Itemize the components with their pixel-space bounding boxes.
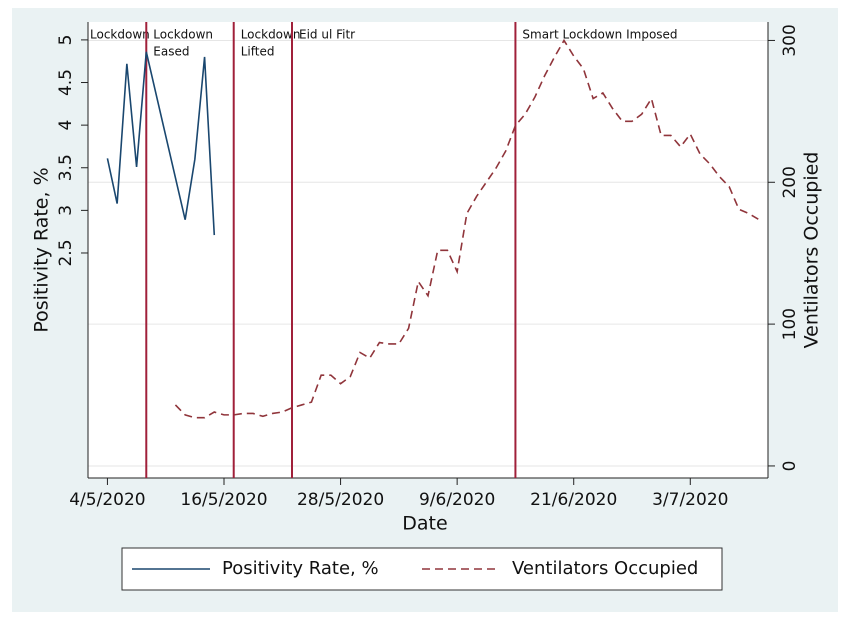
annotation-label: Eid ul Fitr (299, 28, 355, 42)
y2-tick-label: 0 (780, 461, 800, 472)
legend-label: Positivity Rate, % (222, 558, 379, 579)
series-line (174, 38, 759, 419)
x-tick-label: 28/5/2020 (297, 490, 384, 510)
y-tick-label: 3 (56, 205, 76, 216)
annotation-label: Eased (153, 45, 189, 59)
y2-tick-label: 100 (780, 308, 800, 340)
annotation-label: Smart Lockdown Imposed (522, 28, 677, 42)
y-tick-label: 2.5 (56, 239, 76, 266)
y2-tick-label: 300 (780, 24, 800, 56)
y-tick-label: 5 (56, 34, 76, 45)
x-tick-label: 9/6/2020 (419, 490, 495, 510)
annotation-label: Lifted (241, 45, 275, 59)
x-tick-label: 16/5/2020 (180, 490, 267, 510)
x-tick-label: 4/5/2020 (69, 490, 145, 510)
y2-axis-title: Ventilators Occupied (801, 152, 823, 349)
y2-tick-label: 200 (780, 166, 800, 198)
legend-box (121, 547, 723, 591)
y-axis-title: Positivity Rate, % (31, 167, 53, 332)
annotation-label: Lockdown (153, 28, 213, 42)
annotation-label: Lockdown (241, 28, 301, 42)
y-tick-label: 4.5 (56, 69, 76, 96)
x-tick-label: 21/6/2020 (530, 490, 617, 510)
x-axis-title: Date (402, 513, 447, 535)
y-tick-label: 4 (56, 120, 76, 131)
annotation-label: Lockdown (90, 28, 150, 42)
legend-label: Ventilators Occupied (512, 558, 698, 579)
series-line (106, 51, 216, 236)
y-tick-label: 3.5 (56, 154, 76, 181)
plot-region (88, 22, 768, 478)
x-tick-label: 3/7/2020 (652, 490, 728, 510)
